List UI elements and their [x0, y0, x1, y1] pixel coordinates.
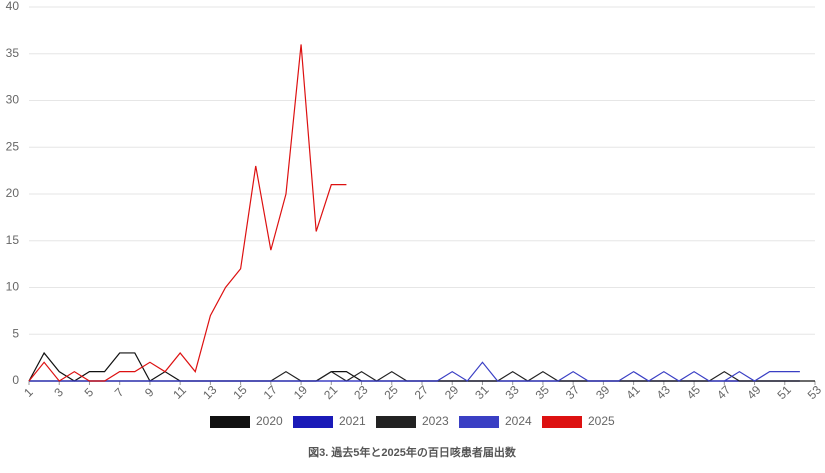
legend-label: 2025: [588, 414, 615, 428]
x-tick-label: 3: [51, 385, 66, 400]
x-tick-label: 17: [261, 383, 281, 403]
x-tick-label: 19: [291, 383, 311, 403]
x-tick-label: 43: [654, 383, 674, 403]
x-tick-label: 23: [351, 383, 371, 403]
x-tick-label: 41: [623, 383, 643, 403]
x-tick-label: 7: [112, 385, 127, 400]
x-tick-label: 51: [775, 383, 795, 403]
chart-title: 図3. 過去5年と2025年の百日咳患者届出数: [308, 445, 517, 459]
y-tick-label: 30: [6, 93, 20, 107]
y-tick-label: 15: [6, 233, 20, 247]
legend-swatch: [210, 416, 250, 428]
x-tick-label: 9: [142, 385, 157, 400]
legend-swatch: [542, 416, 582, 428]
y-tick-label: 35: [6, 46, 20, 60]
x-tick-label: 33: [502, 383, 522, 403]
x-tick-label: 11: [170, 383, 189, 402]
y-tick-label: 10: [6, 280, 20, 294]
y-tick-label: 25: [6, 139, 20, 153]
legend-swatch: [293, 416, 333, 428]
y-tick-label: 40: [6, 0, 20, 13]
legend-swatch: [376, 416, 416, 428]
x-tick-label: 47: [714, 383, 734, 403]
x-tick-label: 37: [563, 383, 583, 403]
x-tick-label: 5: [82, 385, 97, 400]
x-tick-label: 39: [593, 383, 613, 403]
series-line: [28, 44, 347, 382]
y-tick-label: 5: [12, 326, 19, 340]
x-tick-label: 25: [382, 383, 402, 403]
legend-swatch: [459, 416, 499, 428]
series-line: [29, 361, 800, 382]
legend-label: 2021: [339, 414, 366, 428]
y-tick-label: 0: [12, 373, 19, 387]
legend-label: 2023: [422, 414, 449, 428]
series-line: [28, 351, 815, 382]
x-tick-label: 35: [533, 383, 553, 403]
legend-label: 2020: [256, 414, 283, 428]
x-tick-label: 49: [744, 383, 764, 403]
x-tick-label: 1: [21, 385, 36, 400]
legend-label: 2024: [505, 414, 532, 428]
x-tick-label: 15: [230, 383, 250, 403]
x-tick-label: 29: [442, 383, 462, 403]
x-tick-label: 27: [412, 383, 432, 403]
x-tick-label: 45: [684, 383, 704, 403]
x-tick-label: 21: [321, 383, 341, 403]
series-line: [29, 370, 800, 382]
x-tick-label: 13: [200, 383, 220, 403]
y-tick-label: 20: [6, 186, 20, 200]
x-tick-label: 53: [805, 383, 825, 403]
x-tick-label: 31: [472, 383, 492, 403]
